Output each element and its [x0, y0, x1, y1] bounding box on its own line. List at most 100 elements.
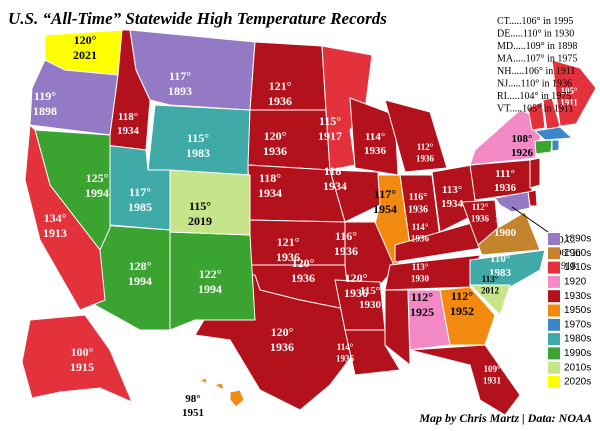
state-temp: 118°	[118, 111, 138, 123]
legend-label: 1990s	[564, 348, 591, 359]
legend-label: 1950s	[564, 305, 591, 316]
dc-name: D.C.	[557, 235, 576, 246]
state-year: 1925	[410, 305, 434, 319]
state-temp: 105°	[560, 86, 578, 96]
state-temp: 112°	[451, 289, 473, 303]
legend-label: 2020s	[564, 377, 591, 388]
state-temp: 108°	[512, 133, 533, 145]
state-temp: 121°	[269, 79, 292, 93]
legend-label: 1970s	[564, 319, 591, 330]
state-year: 1936	[336, 353, 355, 363]
state-year: 1936	[416, 153, 435, 163]
legend-swatch	[548, 304, 560, 317]
state-year: 1951	[182, 407, 204, 419]
state-year: 1900	[494, 227, 517, 239]
state-shape	[468, 284, 511, 316]
state-temp: 115°	[187, 131, 209, 145]
state-year: 1983	[186, 146, 210, 160]
state-shape	[551, 59, 597, 127]
state-ct	[534, 139, 553, 155]
state-year: 1934	[117, 125, 140, 137]
state-year: 1936	[364, 145, 387, 157]
state-shape	[384, 254, 481, 291]
state-shape	[384, 99, 448, 173]
small-states	[494, 97, 574, 233]
state-year: 1936	[268, 94, 292, 108]
state-shape	[321, 45, 373, 171]
legend-label: 1900s	[564, 248, 591, 259]
dc-year: 1918	[556, 261, 576, 272]
state-temp: 120°	[292, 256, 315, 270]
state-temp: 128°	[129, 259, 152, 273]
map-title: U.S. “All-Time” Statewide High Temperatu…	[8, 9, 387, 28]
state-md	[494, 191, 531, 213]
legend-swatch	[548, 318, 560, 331]
state-year: 1983	[489, 267, 512, 279]
state-year: 1915	[70, 360, 94, 374]
state-temp: 120°	[271, 325, 294, 339]
state-year: 1936	[263, 144, 287, 158]
state-temp: 110°	[495, 213, 515, 225]
legend-label: 1890s	[564, 234, 591, 245]
state-year: 1930	[359, 299, 382, 311]
state-shape	[384, 289, 411, 367]
state-temp: 114°	[337, 342, 354, 352]
note-line: NH.....106° in 1911	[497, 66, 575, 77]
state-year: 1994	[128, 274, 152, 288]
state-shape	[477, 211, 541, 256]
state-temp: 100°	[71, 345, 94, 359]
legend-swatch	[548, 347, 560, 360]
state-ri	[551, 139, 560, 152]
legend-label: 1980s	[564, 334, 591, 345]
state-nh	[542, 97, 561, 133]
state-temp: 98°	[185, 393, 200, 405]
state-year: 1911	[560, 97, 578, 107]
dc-arrow	[511, 206, 549, 233]
state-vt	[527, 101, 546, 131]
state-year: 1952	[450, 304, 474, 318]
state-temp: 134°	[44, 211, 67, 225]
state-ma	[533, 126, 574, 141]
state-year: 1936	[334, 244, 358, 258]
legend-label: 1920	[564, 277, 587, 288]
legend-swatch	[548, 247, 560, 260]
state-shape	[344, 329, 401, 376]
state-temp: 120°	[345, 271, 368, 285]
note-line: MA.....107° in 1975	[497, 54, 577, 65]
note-line: VT.....105° in 1911	[497, 104, 574, 115]
state-temp: 121°	[277, 235, 300, 249]
state-temp: 120°	[74, 33, 97, 47]
state-year: 1934	[441, 198, 464, 210]
state-year: 1936	[291, 271, 315, 285]
legend-label: 1910s	[564, 262, 591, 273]
legend-swatch	[548, 233, 560, 245]
state-shape	[21, 314, 133, 403]
state-year: 1913	[43, 226, 67, 240]
state-shape	[198, 377, 208, 385]
state-year: 1985	[128, 200, 152, 214]
state-year: 2019	[188, 214, 212, 228]
state-year: 1936	[408, 205, 428, 216]
dc-temp: 106° in	[551, 248, 580, 259]
legend-swatch	[548, 376, 560, 388]
state-year: 1936	[276, 250, 300, 264]
state-nj	[529, 157, 541, 189]
state-year: 1936	[471, 213, 490, 223]
state-temp: 116°	[335, 229, 357, 243]
state-shape	[409, 344, 521, 416]
legend-swatch	[548, 361, 560, 374]
state-temp: 125°	[86, 171, 109, 185]
state-shape	[212, 382, 225, 391]
state-temp: 109°	[483, 364, 501, 374]
state-temp: 117°	[374, 187, 396, 201]
state-year: 1936	[411, 233, 430, 243]
state-temp: 120°	[264, 129, 287, 143]
state-temp: 117°	[169, 69, 191, 83]
state-temp: 117°	[129, 185, 151, 199]
state-year: 1898	[33, 104, 57, 118]
legend-swatch	[548, 290, 560, 303]
state-year: 1917	[318, 129, 342, 143]
